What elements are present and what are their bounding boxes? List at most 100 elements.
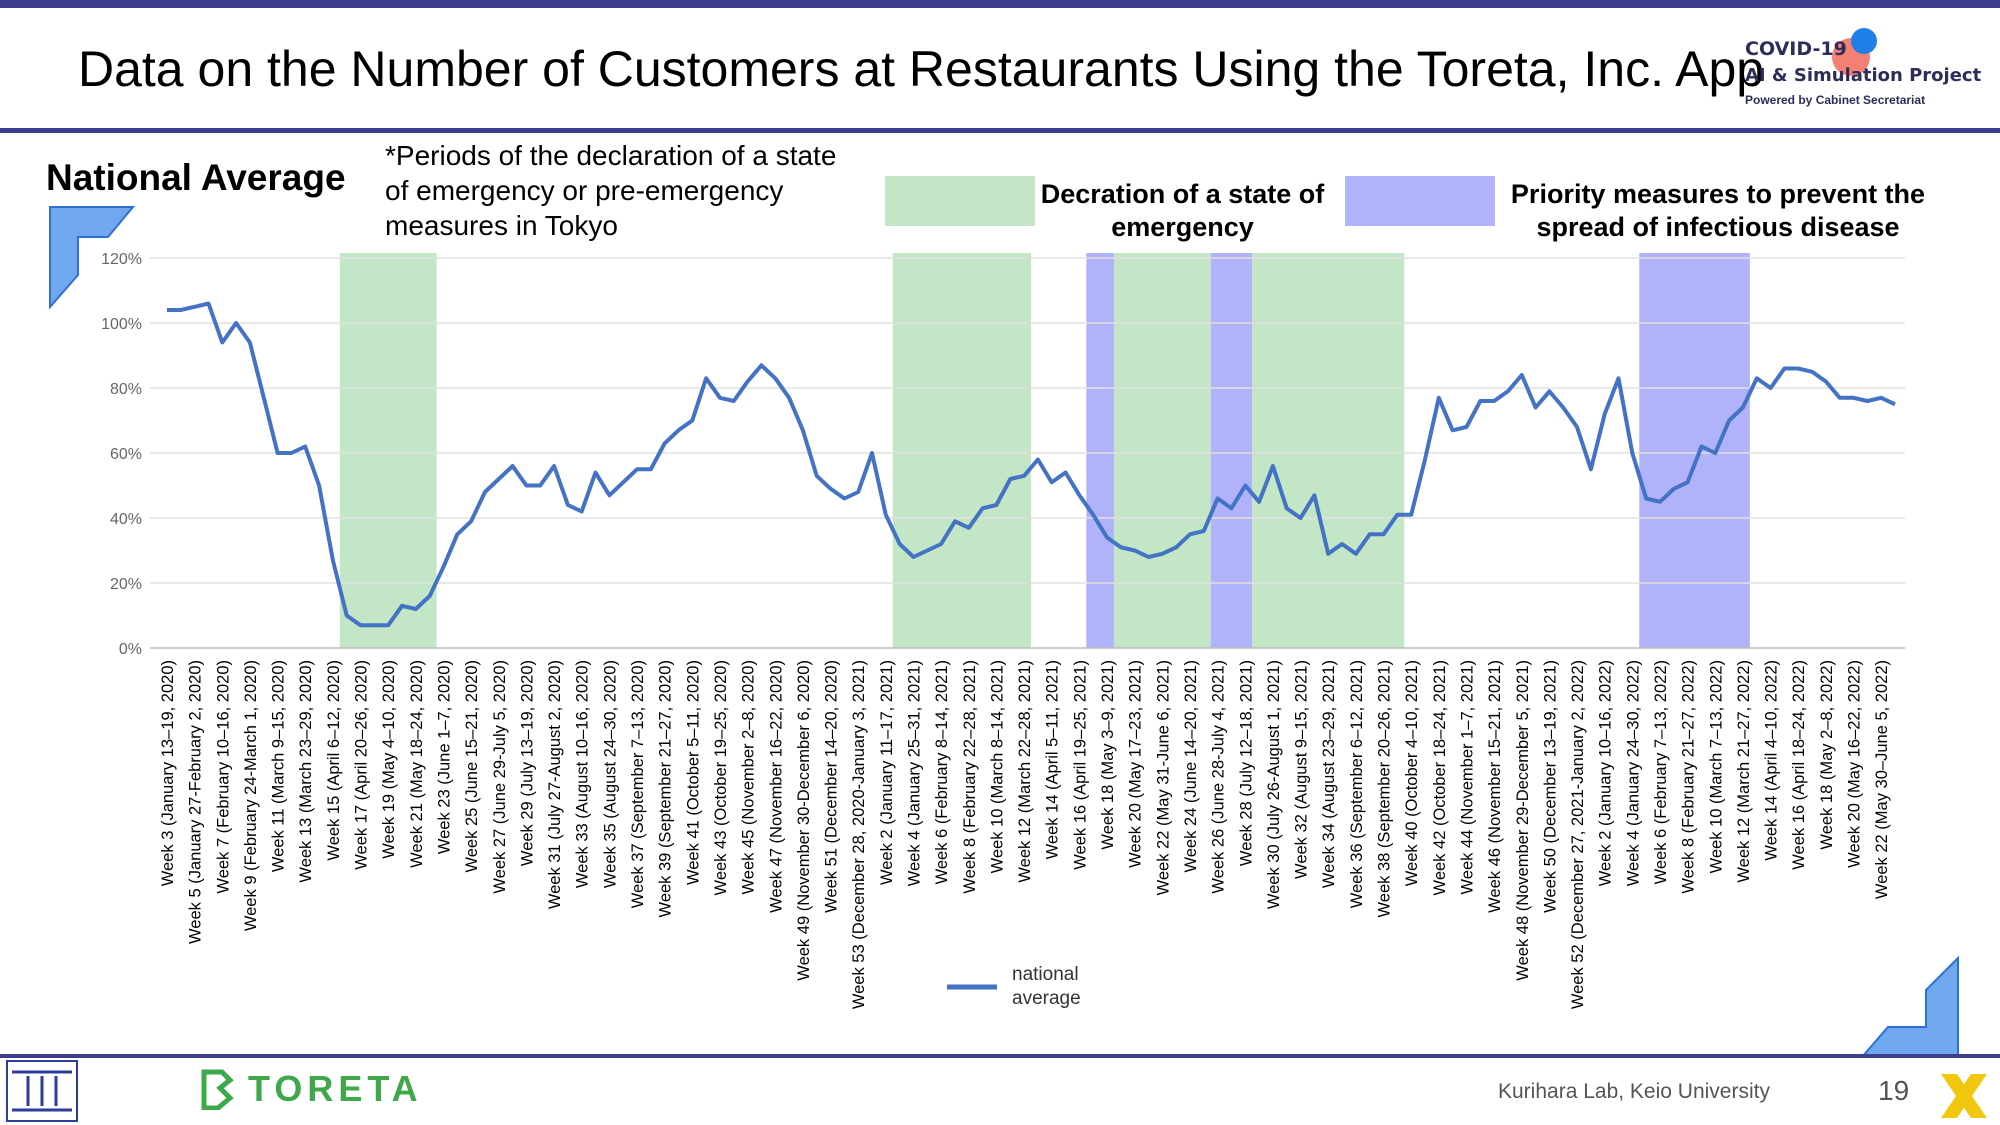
logo-line-2: AI & Simulation Project xyxy=(1745,65,1982,86)
x-tick-label: Week 6 (February 8–14, 2021) xyxy=(933,660,951,884)
x-tick-label: Week 18 (May 2–8, 2022) xyxy=(1818,660,1836,850)
x-tick-label: Week 20 (May 16–22, 2022) xyxy=(1846,660,1864,868)
x-tick-label: Week 8 (February 21–27, 2022) xyxy=(1680,660,1698,894)
emergency-legend-label: Decration of a state of emergency xyxy=(1040,179,1325,242)
x-tick-label: Week 53 (December 28, 2020-January 3, 20… xyxy=(850,660,868,1009)
x-tick-label: Week 31 (July 27-August 2, 2020) xyxy=(546,660,564,909)
logo-line-3: Powered by Cabinet Secretariat xyxy=(1745,93,1926,107)
x-tick-label: Week 10 (March 7–13, 2022) xyxy=(1707,660,1725,873)
x-tick-label: Week 20 (May 17–23, 2021) xyxy=(1127,660,1145,868)
x-tick-label: Week 44 (November 1–7, 2021) xyxy=(1458,660,1476,895)
emergency-period-band xyxy=(892,253,1031,648)
x-tick-label: Week 48 (November 29-December 5, 2021) xyxy=(1514,660,1532,981)
panel-title: National Average xyxy=(46,157,346,198)
series-line-national-average xyxy=(167,301,1896,628)
x-cross-logo-icon xyxy=(1941,1074,1987,1118)
emergency-period-band xyxy=(1252,253,1405,648)
footer-divider xyxy=(0,1054,2000,1058)
x-tick-label: Week 3 (January 13–19, 2020) xyxy=(159,660,177,886)
y-tick-label: 60% xyxy=(110,446,142,463)
toreta-mark-icon xyxy=(201,1069,234,1110)
x-tick-label: Week 7 (February 10–16, 2020) xyxy=(214,660,232,894)
x-tick-label: Week 36 (September 6–12, 2021) xyxy=(1348,660,1366,908)
x-tick-label: Week 50 (December 13–19, 2021) xyxy=(1541,660,1559,913)
x-tick-label: Week 34 (August 23–29, 2021) xyxy=(1320,660,1338,888)
emergency-period-band xyxy=(1113,253,1211,648)
top-accent-bar xyxy=(0,0,2000,8)
x-tick-label: Week 39 (September 21–27, 2020) xyxy=(657,660,675,917)
x-tick-label: Week 23 (June 1–7, 2020) xyxy=(435,660,453,854)
x-tick-label: Week 4 (January 25–31, 2021) xyxy=(905,660,923,886)
x-tick-label: Week 2 (January 10–16, 2022) xyxy=(1597,660,1615,886)
x-tick-label: Week 14 (April 4–10, 2022) xyxy=(1763,660,1781,861)
emergency-period-band xyxy=(339,253,437,648)
x-tick-label: Week 38 (September 20–26, 2021) xyxy=(1376,660,1394,917)
x-tick-label: Week 47 (November 16–22, 2020) xyxy=(767,660,785,913)
toreta-brand: TORETA xyxy=(248,1068,423,1109)
y-tick-label: 120% xyxy=(101,251,142,268)
covid-project-logo: COVID-19 AI & Simulation Project Powered… xyxy=(1745,28,1985,112)
x-tick-label: Week 8 (February 22–28, 2021) xyxy=(961,660,979,894)
x-tick-label: Week 12 (March 21–27, 2022) xyxy=(1735,660,1753,883)
priority-period-band xyxy=(1210,253,1253,648)
x-tick-label: Week 43 (October 19–25, 2020) xyxy=(712,660,730,895)
x-tick-label: Week 28 (July 12–18, 2021) xyxy=(1237,660,1255,866)
x-tick-label: Week 6 (February 7–13, 2022) xyxy=(1652,660,1670,884)
priority-period-band xyxy=(1639,253,1750,648)
y-tick-label: 100% xyxy=(101,316,142,333)
x-tick-label: Week 10 (March 8–14, 2021) xyxy=(988,660,1006,873)
x-tick-label: Week 17 (April 20–26, 2020) xyxy=(353,660,371,870)
page-number: 19 xyxy=(1878,1075,1910,1106)
x-tick-label: Week 12 (March 22–28, 2021) xyxy=(1016,660,1034,883)
x-tick-label: Week 32 (August 9–15, 2021) xyxy=(1293,660,1311,879)
x-tick-label: Week 24 (June 14–20, 2021) xyxy=(1182,660,1200,873)
x-tick-label: Week 37 (September 7–13, 2020) xyxy=(629,660,647,908)
x-tick-label: Week 41 (October 5–11, 2020) xyxy=(684,660,702,885)
x-tick-label: Week 9 (February 24-March 1, 2020) xyxy=(242,660,260,931)
x-tick-label: Week 18 (May 3–9, 2021) xyxy=(1099,660,1117,850)
logo-blue-dot xyxy=(1851,28,1877,54)
y-tick-label: 40% xyxy=(110,511,142,528)
corner-arrow-top-left-icon xyxy=(49,206,136,310)
x-tick-label: Week 52 (December 27, 2021-January 2, 20… xyxy=(1569,660,1587,1009)
x-tick-label: Week 5 (January 27-February 2, 2020) xyxy=(187,660,205,944)
x-tick-label: Week 35 (August 24–30, 2020) xyxy=(601,660,619,888)
x-tick-label: Week 30 (July 26-August 1, 2021) xyxy=(1265,660,1283,909)
header-divider xyxy=(0,128,2000,133)
x-tick-label: Week 16 (April 19–25, 2021) xyxy=(1071,660,1089,870)
x-tick-label: Week 40 (October 4–10, 2021) xyxy=(1403,660,1421,886)
x-tick-label: Week 19 (May 4–10, 2020) xyxy=(380,660,398,859)
x-tick-label: Week 26 (June 28-July 4, 2021) xyxy=(1210,660,1228,894)
priority-period-band xyxy=(1086,253,1114,648)
logo-line-1: COVID-19 xyxy=(1745,38,1847,60)
x-tick-label: Week 27 (June 29-July 5, 2020) xyxy=(491,660,509,894)
y-tick-label: 80% xyxy=(110,381,142,398)
x-tick-label: Week 11 (March 9–15, 2020) xyxy=(270,660,288,872)
x-tick-label: Week 22 (May 31-June 6, 2021) xyxy=(1154,660,1172,895)
x-tick-label: Week 46 (November 15–21, 2021) xyxy=(1486,660,1504,913)
x-tick-label: Week 4 (January 24–30, 2022) xyxy=(1624,660,1642,886)
x-tick-label: Week 14 (April 5–11, 2021) xyxy=(1044,660,1062,859)
page-title: Data on the Number of Customers at Resta… xyxy=(78,41,1765,97)
x-tick-label: Week 21 (May 18–24, 2020) xyxy=(408,660,426,868)
periods-note: *Periods of the declaration of a state o… xyxy=(385,140,837,241)
x-tick-label: Week 22 (May 30–June 5, 2022) xyxy=(1873,660,1891,899)
ai-lab-logo xyxy=(6,1060,78,1122)
y-tick-label: 20% xyxy=(110,576,142,593)
priority-legend-swatch xyxy=(1345,176,1495,226)
x-tick-label: Week 42 (October 18–24, 2021) xyxy=(1431,660,1449,895)
x-tick-label: Week 2 (January 11–17, 2021) xyxy=(878,660,896,885)
x-tick-label: Week 49 (November 30-December 6, 2020) xyxy=(795,660,813,981)
x-tick-label: Week 45 (November 2–8, 2020) xyxy=(740,660,758,895)
x-tick-label: Week 33 (August 10–16, 2020) xyxy=(574,660,592,888)
x-tick-label: Week 29 (July 13–19, 2020) xyxy=(518,660,536,866)
x-tick-label: Week 16 (April 18–24, 2022) xyxy=(1790,660,1808,870)
x-tick-label: Week 25 (June 15–21, 2020) xyxy=(463,660,481,873)
x-tick-label: Week 15 (April 6–12, 2020) xyxy=(325,660,343,861)
priority-legend-label: Priority measures to prevent the spread … xyxy=(1510,179,1926,242)
x-tick-label: Week 51 (December 14–20, 2020) xyxy=(823,660,841,913)
lab-credit: Kurihara Lab, Keio University xyxy=(1498,1080,1770,1103)
x-tick-label: Week 13 (March 23–29, 2020) xyxy=(297,660,315,883)
legend-label: national average xyxy=(1012,964,1081,1009)
